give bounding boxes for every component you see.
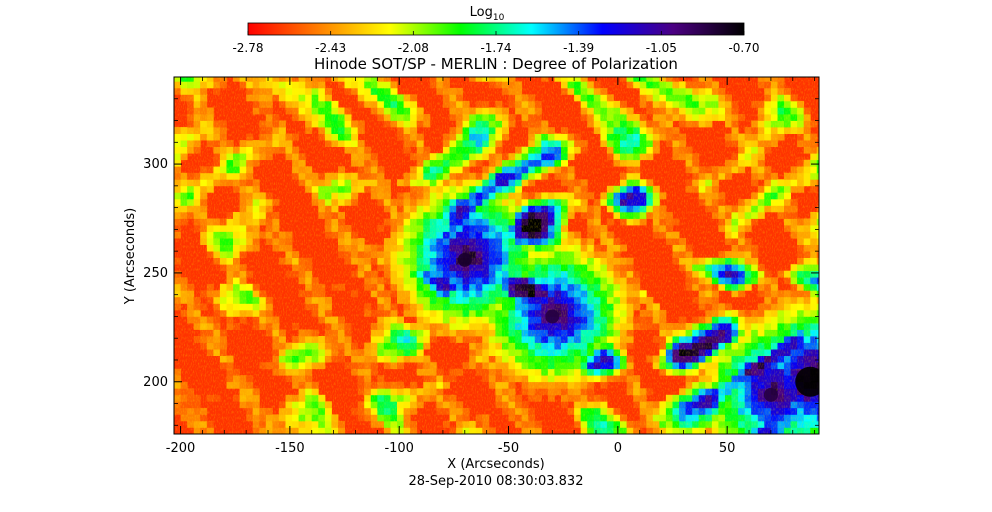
x-axis-label: X (Arcseconds) xyxy=(447,457,544,472)
colorbar: Log10 -2.78 -2.43 -2.08 -1.74 -1.39 -1.05 -0.7… xyxy=(232,5,759,55)
x-tick-label: -50 xyxy=(498,441,519,456)
y-axis: 200 250 300 xyxy=(143,76,819,426)
x-tick-label: -200 xyxy=(166,441,196,456)
x-axis: -200 -150 -100 -50 0 50 xyxy=(166,77,816,456)
chart-title: Hinode SOT/SP - MERLIN : Degree of Polar… xyxy=(314,55,678,73)
colorbar-tick-label: -2.08 xyxy=(398,41,429,55)
x-tick-label: -100 xyxy=(384,441,414,456)
colorbar-tick-label: -1.74 xyxy=(480,41,511,55)
y-tick-label: 300 xyxy=(143,157,168,172)
feature-core-2 xyxy=(545,309,560,324)
colorbar-ticks: -2.78 -2.43 -2.08 -1.74 -1.39 -1.05 -0.70 xyxy=(232,31,760,55)
x-tick-label: -150 xyxy=(275,441,305,456)
heatmap-features xyxy=(457,252,819,402)
heatmap-texture xyxy=(174,77,819,434)
timestamp: 28-Sep-2010 08:30:03.832 xyxy=(409,474,584,489)
colorbar-tick-label: -1.39 xyxy=(563,41,594,55)
feature-core-3 xyxy=(795,366,819,397)
x-tick-label: 0 xyxy=(614,441,622,456)
colorbar-label: Log10 xyxy=(470,5,505,23)
x-tick-label: 50 xyxy=(719,441,736,456)
feature-core-1 xyxy=(457,252,472,267)
colorbar-tick-label: -0.70 xyxy=(728,41,759,55)
feature-core-4 xyxy=(763,387,778,402)
plot-frame xyxy=(173,76,820,435)
y-tick-label: 200 xyxy=(143,375,168,390)
colorbar-tick-label: -2.43 xyxy=(315,41,346,55)
y-tick-label: 250 xyxy=(143,266,168,281)
colorbar-tick-label: -2.78 xyxy=(232,41,263,55)
colorbar-tick-label: -1.05 xyxy=(646,41,677,55)
heatmap xyxy=(174,77,819,434)
y-axis-label: Y (Arcseconds) xyxy=(123,208,138,305)
